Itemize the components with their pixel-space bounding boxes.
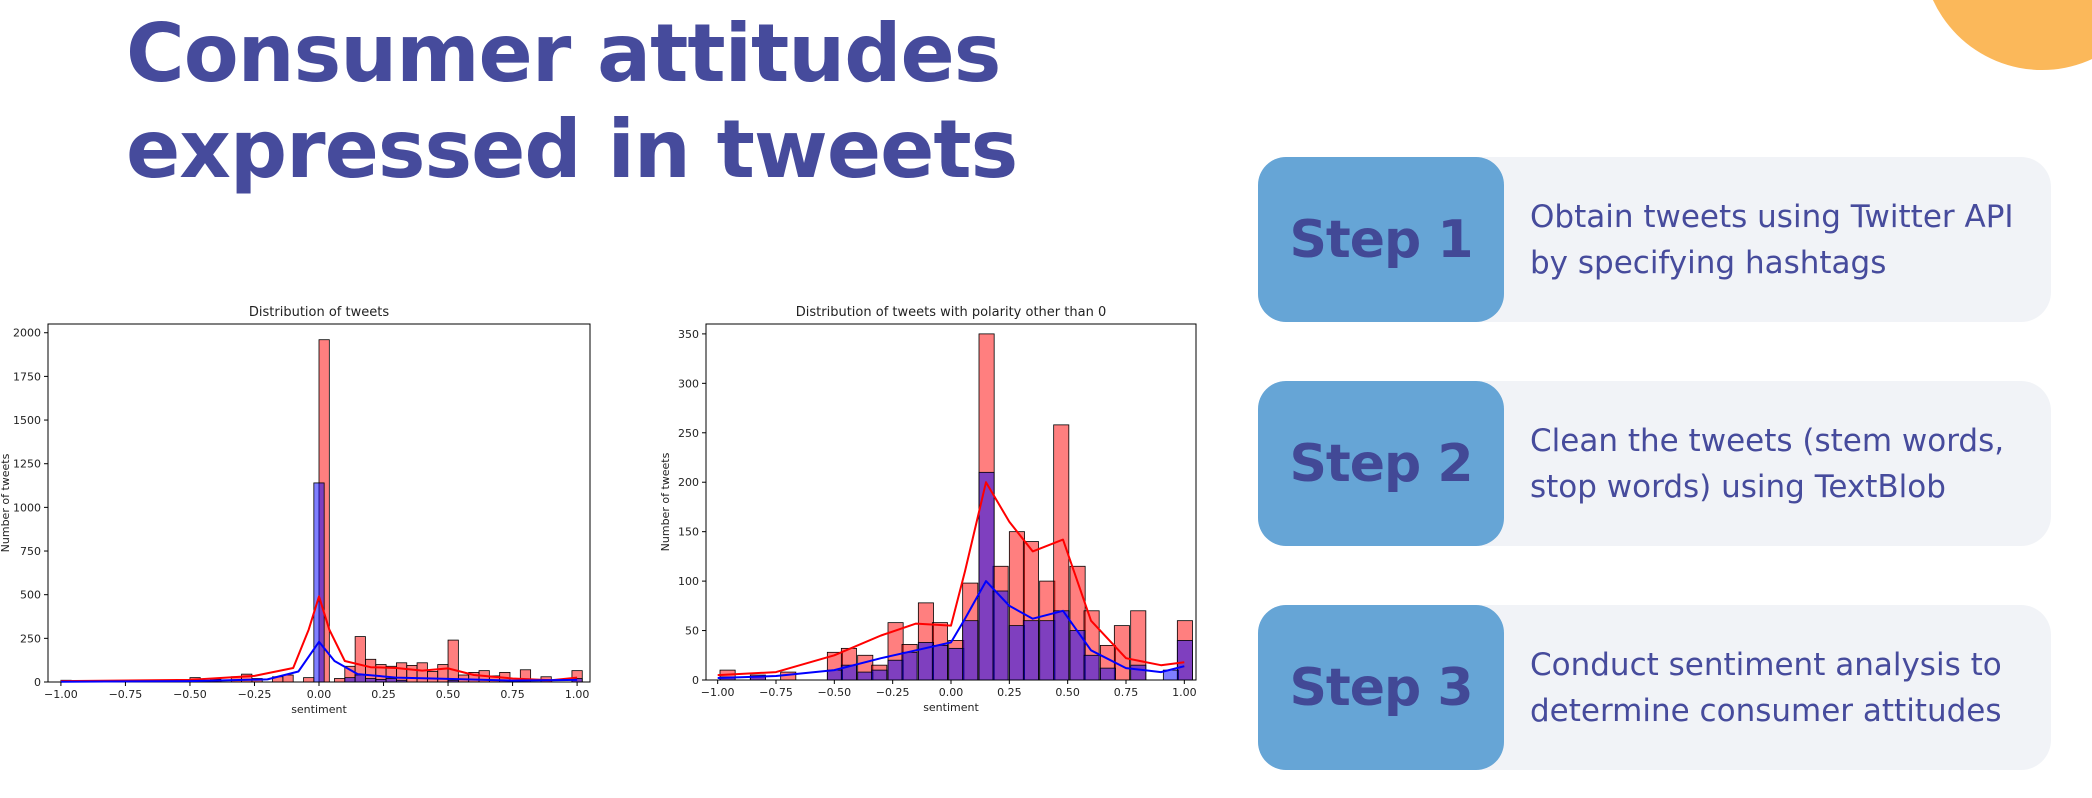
x-tick-label: −0.75 xyxy=(109,688,143,701)
x-axis-label: sentiment xyxy=(291,703,347,716)
step-description: Clean the tweets (stem words, stop words… xyxy=(1530,422,2005,505)
x-tick-label: −0.25 xyxy=(876,686,910,699)
step-card-1: Step 1 Obtain tweets using Twitter API b… xyxy=(1258,157,2051,322)
x-tick-label: 0.25 xyxy=(371,688,396,701)
slide-title: Consumer attitudes expressed in tweets xyxy=(126,6,1018,198)
histogram-bar-blue xyxy=(901,651,918,681)
kde-line-red xyxy=(717,481,1185,677)
chart-0-svg: −1.00 −0.75 −0.50 −0.25 0.00 0.25 0.50 0.75 1.00… xyxy=(0,305,591,716)
chart-distribution-of-tweets: −1.00 −0.75 −0.50 −0.25 0.00 0.25 0.50 0.75 1.00… xyxy=(0,298,600,728)
histogram-bar-blue xyxy=(447,679,459,683)
histogram-bar-red xyxy=(519,669,532,683)
histogram-bar-blue xyxy=(948,647,965,681)
histogram-bar-red xyxy=(241,673,253,683)
x-tick-label: 0.00 xyxy=(939,686,964,699)
y-tick-label: 50 xyxy=(685,625,699,638)
x-tick-label: 0.75 xyxy=(500,688,525,701)
histogram-bar-red xyxy=(447,639,459,683)
histogram-bar-blue xyxy=(385,678,397,683)
y-tick-label: 1250 xyxy=(13,458,41,471)
y-tick-label: 250 xyxy=(20,632,41,645)
y-tick-label: 300 xyxy=(678,377,699,390)
chart-distribution-nonzero-polarity: −1.00 −0.75 −0.50 −0.25 0.00 0.25 0.50 0.75 1.00… xyxy=(660,298,1210,728)
y-tick-label: 1750 xyxy=(13,370,41,383)
slide-title-line-2: expressed in tweets xyxy=(126,103,1018,196)
histogram-bar-blue xyxy=(1099,667,1116,681)
histogram-bar-blue xyxy=(1053,610,1070,681)
x-tick-label: 0.50 xyxy=(1055,686,1080,699)
histogram-bar-red xyxy=(334,678,346,683)
histogram-bar-blue xyxy=(992,590,1009,681)
x-tick-label: −0.25 xyxy=(238,688,272,701)
y-tick-label: 250 xyxy=(678,427,699,440)
step-card-2: Step 2 Clean the tweets (stem words, sto… xyxy=(1258,381,2051,546)
y-tick-label: 200 xyxy=(678,476,699,489)
y-tick-label: 2000 xyxy=(13,327,41,340)
histogram-bar-blue xyxy=(1008,625,1025,681)
histogram-bar-blue xyxy=(375,678,387,683)
histogram-bar-blue xyxy=(857,671,874,681)
histogram-bar-blue xyxy=(931,644,948,681)
x-tick-label: 1.00 xyxy=(1172,686,1197,699)
histogram-bar-blue xyxy=(826,669,843,681)
histogram-bar-red xyxy=(396,662,408,683)
kde-line-blue xyxy=(717,580,1185,679)
y-tick-label: 0 xyxy=(34,676,41,689)
x-tick-label: −1.00 xyxy=(701,686,735,699)
x-tick-label: −1.00 xyxy=(44,688,78,701)
slide-title-line-1: Consumer attitudes xyxy=(126,7,1001,100)
step-badge: Step 1 xyxy=(1258,157,1504,322)
histogram-bar-blue xyxy=(962,620,979,681)
y-tick-label: 500 xyxy=(20,589,41,602)
histogram-bar-blue xyxy=(978,471,995,681)
y-tick-label: 750 xyxy=(20,545,41,558)
histogram-bar-blue xyxy=(344,677,356,683)
x-tick-label: 1.00 xyxy=(565,688,590,701)
y-tick-label: 1000 xyxy=(13,501,41,514)
x-tick-label: −0.75 xyxy=(759,686,793,699)
histogram-bar-blue xyxy=(871,669,888,681)
x-axis-label: sentiment xyxy=(923,701,979,714)
chart-title: Distribution of tweets with polarity oth… xyxy=(796,305,1106,320)
step-description: Obtain tweets using Twitter API by speci… xyxy=(1530,198,2014,281)
y-tick-label: 0 xyxy=(692,674,699,687)
x-tick-label: 0.50 xyxy=(436,688,461,701)
histogram-bar-red xyxy=(426,671,439,683)
y-axis-label: Number of tweets xyxy=(0,453,12,552)
histogram-bar-blue xyxy=(313,482,325,683)
x-tick-label: −0.50 xyxy=(173,688,207,701)
histogram-bar-blue xyxy=(1083,654,1100,681)
histogram-bar-red xyxy=(303,677,315,683)
step-badge: Step 2 xyxy=(1258,381,1504,546)
step-description: Conduct sentiment analysis to determine … xyxy=(1530,646,2002,729)
x-tick-label: 0.00 xyxy=(307,688,332,701)
step-badge: Step 3 xyxy=(1258,605,1504,770)
histogram-bar-blue xyxy=(396,679,408,683)
histogram-bar-red xyxy=(406,665,418,683)
kde-line-blue xyxy=(60,640,578,683)
chart-1-svg: −1.00 −0.75 −0.50 −0.25 0.00 0.25 0.50 0.75 1.00… xyxy=(660,305,1197,714)
step-card-3: Step 3 Conduct sentiment analysis to det… xyxy=(1258,605,2051,770)
kde-line-red xyxy=(60,595,578,683)
decorative-corner-circle xyxy=(1922,0,2092,70)
histogram-bar-blue xyxy=(887,659,904,681)
histogram-bar-blue xyxy=(1022,620,1039,681)
y-axis-label: Number of tweets xyxy=(660,452,672,551)
chart-title: Distribution of tweets xyxy=(249,305,389,320)
histogram-bar-blue xyxy=(1039,620,1056,681)
y-tick-label: 1500 xyxy=(13,414,41,427)
histogram-bar-blue xyxy=(1130,664,1147,681)
histogram-bar-blue xyxy=(840,664,857,681)
histogram-bar-blue xyxy=(365,678,377,683)
x-tick-label: 0.75 xyxy=(1114,686,1139,699)
histogram-bar-blue xyxy=(1176,640,1193,681)
x-tick-label: 0.25 xyxy=(997,686,1022,699)
y-tick-label: 100 xyxy=(678,575,699,588)
y-tick-label: 350 xyxy=(678,328,699,341)
y-tick-label: 150 xyxy=(678,526,699,539)
histogram-bar-blue xyxy=(354,674,366,683)
x-tick-label: −0.50 xyxy=(817,686,851,699)
